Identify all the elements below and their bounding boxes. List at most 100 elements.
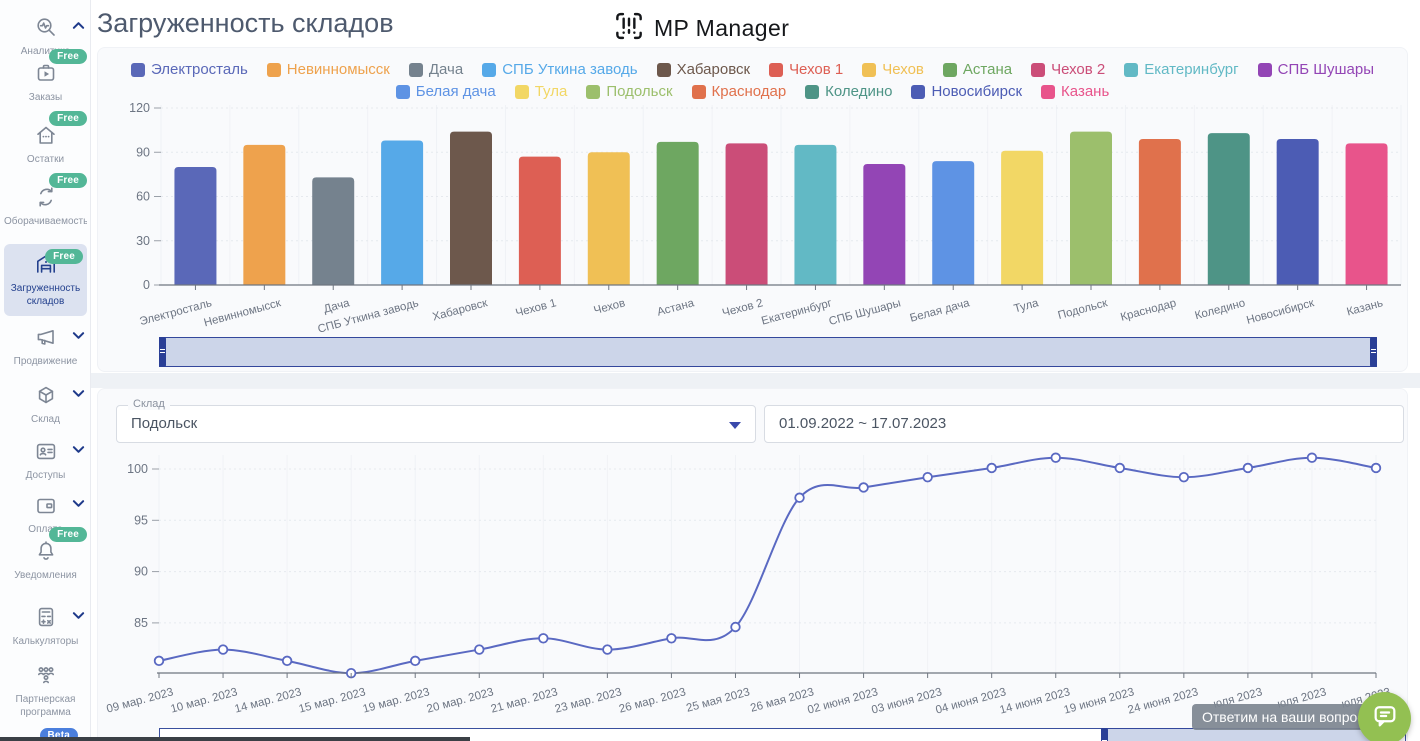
svg-text:25 мая 2023: 25 мая 2023: [685, 686, 751, 714]
sidebar-item-calculator[interactable]: Калькуляторы: [4, 606, 87, 648]
chat-button[interactable]: [1358, 692, 1411, 741]
sidebar-item-wallet[interactable]: Оплата: [4, 494, 87, 536]
sidebar-item-turnover[interactable]: Free Оборачиваемость: [4, 173, 87, 228]
legend-label: СПБ Уткина заводь: [502, 61, 638, 78]
sidebar-item-id-card[interactable]: Доступы: [4, 440, 87, 482]
warehouse-load-bar-card: Электросталь Невинномысск Дача СПБ Уткина з…: [97, 47, 1408, 372]
orders-icon: [34, 61, 58, 90]
sidebar-item-promotion[interactable]: Продвижение: [4, 326, 87, 368]
stock-icon: [34, 123, 58, 152]
legend-label: Новосибирск: [931, 83, 1023, 100]
sidebar-item-label: Продвижение: [13, 356, 78, 367]
slider-right-handle[interactable]: [1370, 337, 1377, 367]
legend-swatch: [1041, 84, 1056, 99]
legend-item[interactable]: Подольск: [586, 83, 673, 100]
cube-icon: [34, 383, 58, 412]
svg-text:30: 30: [136, 234, 150, 248]
chevron-down-icon: [729, 422, 741, 429]
legend-item[interactable]: Новосибирск: [911, 83, 1022, 100]
svg-text:23 мар. 2023: 23 мар. 2023: [554, 686, 623, 715]
free-badge: Free: [49, 173, 87, 188]
svg-text:95: 95: [134, 513, 148, 527]
bar-chart-zoom-slider[interactable]: [159, 337, 1377, 367]
svg-text:90: 90: [134, 565, 148, 579]
sidebar-item-label: Аналитика: [20, 46, 71, 57]
legend-label: Коледино: [825, 83, 893, 100]
sidebar-item-analytics[interactable]: Аналитика: [4, 16, 87, 58]
svg-text:Белая дача: Белая дача: [909, 297, 972, 325]
svg-text:100: 100: [127, 462, 148, 476]
sidebar-item-label: Калькуляторы: [12, 636, 79, 647]
sidebar-item-orders[interactable]: Free Заказы: [4, 49, 87, 104]
legend-item[interactable]: Хабаровск: [656, 61, 751, 78]
warehouse-load-bar-chart[interactable]: 0 30 60 90 120 Электросталь Невинномысск Дача СП…: [98, 100, 1409, 340]
chevron-up-icon: [72, 17, 85, 35]
legend-swatch: [691, 84, 706, 99]
legend-label: Казань: [1061, 83, 1110, 100]
legend-item[interactable]: Коледино: [805, 83, 892, 100]
sidebar-item-stock[interactable]: Free Остатки: [4, 111, 87, 166]
legend-item[interactable]: Электросталь: [131, 61, 248, 78]
legend-label: Подольск: [606, 83, 673, 100]
svg-text:Екатеринбург: Екатеринбург: [760, 297, 833, 327]
slider-left-handle[interactable]: [1101, 728, 1108, 741]
sidebar-item-cube[interactable]: Склад: [4, 384, 87, 426]
svg-text:26 мар. 2023: 26 мар. 2023: [618, 686, 687, 715]
legend-item[interactable]: СПБ Уткина заводь: [482, 61, 638, 78]
legend-swatch: [656, 62, 671, 77]
legend-item[interactable]: Невинномысск: [266, 61, 390, 78]
legend-swatch: [862, 62, 877, 77]
svg-text:Краснодар: Краснодар: [1119, 297, 1177, 323]
date-range-value: 01.09.2022 ~ 17.07.2023: [779, 415, 947, 432]
svg-text:Чехов 2: Чехов 2: [721, 297, 764, 319]
legend-item[interactable]: Чехов 2: [1031, 61, 1105, 78]
legend-label: Астана: [962, 61, 1013, 78]
svg-text:Казань: Казань: [1346, 297, 1385, 318]
free-badge: Free: [49, 111, 87, 126]
legend-item[interactable]: Тула: [514, 83, 567, 100]
legend-item[interactable]: Дача: [408, 61, 463, 78]
promotion-icon: [34, 325, 58, 354]
slider-left-handle[interactable]: [159, 337, 166, 367]
legend-item[interactable]: Екатеринбург: [1124, 61, 1239, 78]
legend-label: Белая дача: [415, 83, 496, 100]
sidebar-item-partners[interactable]: Партнерская программа: [4, 664, 87, 719]
sidebar-item-label: Заказы: [28, 92, 63, 103]
svg-text:0: 0: [143, 278, 150, 292]
brand-logo: MP Manager: [612, 10, 789, 47]
legend-item[interactable]: Чехов: [862, 61, 924, 78]
line-chart-zoom-track[interactable]: [159, 728, 1406, 741]
analytics-icon: [34, 15, 58, 44]
svg-text:09 мар. 2023: 09 мар. 2023: [105, 686, 174, 715]
brand-name: MP Manager: [654, 15, 790, 41]
svg-text:90: 90: [136, 145, 150, 159]
svg-text:04 июня 2023: 04 июня 2023: [934, 686, 1007, 716]
page-title: Загруженность складов: [97, 8, 394, 38]
date-range-input[interactable]: 01.09.2022 ~ 17.07.2023: [764, 405, 1404, 443]
sidebar-item-warehouse[interactable]: Free Загруженность складов: [4, 244, 87, 316]
svg-text:Тула: Тула: [1013, 297, 1041, 315]
legend-item[interactable]: СПБ Шушары: [1257, 61, 1374, 78]
legend-swatch: [482, 62, 497, 77]
free-badge: Free: [49, 527, 87, 542]
warehouse-load-line-chart[interactable]: 85 90 95 100 09 мар. 2023 10 мар. 2023 14 мар.…: [98, 449, 1409, 729]
svg-text:СПБ Шушары: СПБ Шушары: [828, 297, 902, 328]
sidebar-item-bell[interactable]: Free Уведомления: [4, 527, 87, 582]
svg-text:19 мар. 2023: 19 мар. 2023: [362, 686, 431, 715]
warehouse-select[interactable]: Склад Подольск: [116, 398, 756, 443]
sidebar-item-label: Оборачиваемость: [4, 216, 87, 227]
legend-label: Хабаровск: [676, 61, 751, 78]
legend-label: Чехов 1: [789, 61, 844, 78]
legend-item[interactable]: Астана: [942, 61, 1013, 78]
legend-item[interactable]: Краснодар: [691, 83, 786, 100]
legend-item[interactable]: Белая дача: [395, 83, 496, 100]
svg-text:Новосибирск: Новосибирск: [1245, 297, 1316, 327]
svg-text:120: 120: [129, 101, 150, 115]
legend-item[interactable]: Чехов 1: [769, 61, 843, 78]
legend-item[interactable]: Казань: [1041, 83, 1109, 100]
warehouse-select-label: Склад: [128, 398, 170, 410]
legend-swatch: [1257, 62, 1272, 77]
partners-icon: [34, 663, 58, 692]
bell-icon: [34, 539, 58, 568]
